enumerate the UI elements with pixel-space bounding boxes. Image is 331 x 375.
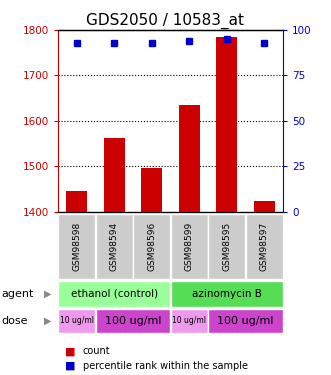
Text: GSM98595: GSM98595 [222, 222, 231, 271]
Text: azinomycin B: azinomycin B [192, 289, 262, 299]
Text: ethanol (control): ethanol (control) [71, 289, 158, 299]
Text: 10 ug/ml: 10 ug/ml [60, 316, 94, 325]
Text: ▶: ▶ [44, 316, 52, 326]
Bar [216, 37, 237, 212]
Bar [141, 168, 162, 212]
Text: ■: ■ [65, 346, 75, 356]
Text: percentile rank within the sample: percentile rank within the sample [83, 361, 248, 370]
Text: GSM98599: GSM98599 [185, 222, 194, 271]
Text: GSM98596: GSM98596 [147, 222, 156, 271]
Text: count: count [83, 346, 110, 356]
Text: GSM98594: GSM98594 [110, 222, 119, 271]
Text: dose: dose [2, 316, 28, 326]
Bar [66, 190, 87, 212]
Bar [179, 105, 200, 212]
Text: 100 ug/ml: 100 ug/ml [217, 316, 274, 326]
Text: ▶: ▶ [44, 289, 52, 299]
Text: ■: ■ [65, 361, 75, 370]
Text: GDS2050 / 10583_at: GDS2050 / 10583_at [86, 13, 245, 29]
Text: GSM98598: GSM98598 [72, 222, 81, 271]
Text: agent: agent [2, 289, 34, 299]
Bar [104, 138, 124, 212]
Text: 100 ug/ml: 100 ug/ml [105, 316, 161, 326]
Text: 10 ug/ml: 10 ug/ml [172, 316, 206, 325]
Text: GSM98597: GSM98597 [260, 222, 269, 271]
Bar [254, 201, 274, 212]
